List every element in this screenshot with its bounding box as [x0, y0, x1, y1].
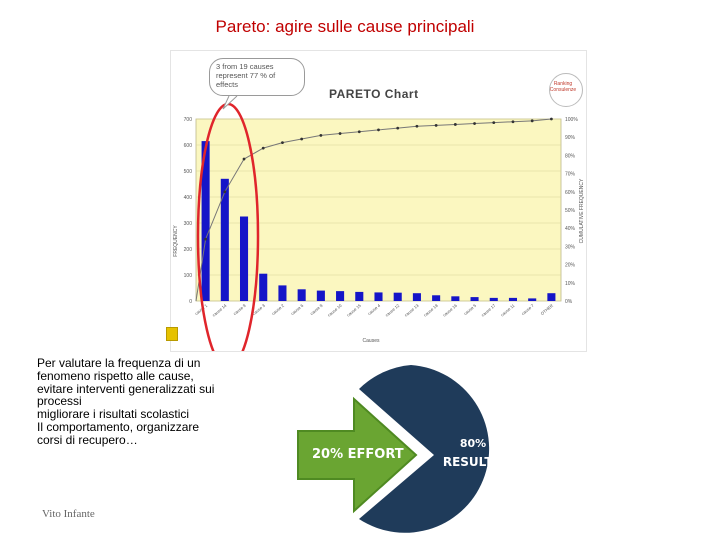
y-tick-label: 200	[184, 247, 193, 253]
results-circle	[359, 365, 490, 533]
bar	[547, 293, 556, 301]
x-tick-label: cause 16	[442, 303, 459, 318]
y-tick-label: 300	[184, 221, 193, 227]
x-tick-label: cause 5	[463, 303, 478, 317]
x-tick-label: cause 13	[403, 303, 420, 318]
callout-box: 3 from 19 causes represent 77 % of effec…	[209, 58, 305, 96]
y2-tick-label: 70%	[565, 172, 576, 178]
y2-tick-label: 90%	[565, 135, 576, 141]
y-axis-label: FREQUENCY	[173, 225, 179, 257]
y-tick-label: 700	[184, 117, 193, 123]
x-tick-label: cause 12	[384, 303, 401, 318]
x-axis-label: Causes	[363, 338, 380, 344]
bar	[297, 289, 306, 301]
bar	[432, 295, 441, 301]
bar	[489, 297, 498, 301]
slide-title: Pareto: agire sulle cause principali	[215, 17, 475, 36]
bar	[412, 293, 421, 301]
y-tick-label: 400	[184, 195, 193, 201]
x-tick-label: cause 18	[423, 303, 440, 318]
result-label: RESULTS	[442, 455, 502, 469]
x-tick-label: cause 7	[520, 303, 535, 317]
x-tick-label: cause 14	[211, 303, 228, 318]
cumulative-point	[530, 119, 534, 123]
cumulative-point	[281, 141, 284, 145]
bar	[470, 297, 479, 301]
y2-tick-label: 0%	[565, 299, 573, 305]
y2-tick-label: 100%	[565, 117, 578, 123]
bar	[336, 291, 345, 301]
cumulative-point	[300, 137, 304, 141]
y2-tick-label: 80%	[565, 153, 576, 159]
x-tick-label: cause 2	[271, 303, 286, 317]
y2-tick-label: 10%	[565, 281, 576, 287]
cumulative-point	[492, 121, 496, 125]
y-tick-label: 600	[184, 143, 193, 149]
logo-icon	[549, 73, 583, 107]
y-tick-label: 100	[184, 273, 193, 279]
document-icon	[166, 327, 178, 341]
x-tick-label: cause 17	[480, 303, 497, 318]
x-tick-label: cause 9	[232, 303, 247, 317]
y-tick-label: 0	[189, 299, 192, 305]
pareto-chart-image: 0 100 200 300 400 500 600 700 0% 10% 20% 30% 40% 50% 6…	[170, 50, 587, 352]
cumulative-point	[415, 124, 419, 128]
bar	[278, 285, 287, 301]
x-tick-label: cause 11	[500, 303, 517, 318]
cumulative-point	[511, 120, 515, 124]
x-tick-label: OTHER	[540, 303, 554, 316]
y-tick-label: 500	[184, 169, 193, 175]
cumulative-point	[357, 130, 361, 134]
effort-label: 20% EFFORT	[312, 447, 404, 462]
cumulative-point	[434, 123, 438, 127]
bar	[201, 141, 210, 301]
y2-tick-label: 60%	[565, 190, 576, 196]
callout-pointer	[222, 95, 238, 110]
cumulative-line	[195, 118, 552, 302]
bar	[393, 292, 402, 301]
bar	[528, 298, 537, 301]
bar	[355, 291, 364, 301]
cumulative-point	[319, 133, 323, 137]
x-tick-label: cause 6	[290, 303, 305, 317]
bar	[239, 216, 249, 301]
bar	[316, 290, 325, 301]
cumulative-point	[453, 123, 457, 126]
cumulative-point	[473, 122, 476, 125]
chart-title: PARETO Chart	[329, 87, 419, 101]
bar	[259, 273, 268, 301]
body-text: Per valutare la frequenza di un fenomeno…	[37, 356, 215, 447]
x-tick-label: cause 4	[367, 303, 382, 317]
cumulative-point	[242, 157, 246, 161]
author-name: Vito Infante	[42, 508, 95, 520]
x-tick-label: cause 10	[326, 303, 343, 318]
cumulative-point	[223, 190, 227, 194]
bar	[508, 297, 518, 301]
effort-results-graphic	[284, 361, 521, 540]
x-tick-label: cause 15	[346, 303, 363, 318]
cumulative-point	[338, 132, 342, 135]
cumulative-point	[396, 126, 400, 130]
x-tick-label: cause 8	[309, 303, 324, 317]
pareto-chart: 0 100 200 300 400 500 600 700 0% 10% 20% 30% 40% 50% 6…	[173, 95, 585, 351]
cumulative-point	[377, 128, 380, 132]
bar	[374, 292, 383, 301]
y2-tick-label: 20%	[565, 263, 576, 269]
y2-tick-label: 50%	[565, 208, 576, 214]
bar	[220, 178, 229, 301]
cumulative-point	[549, 117, 553, 121]
result-percent: 80%	[459, 437, 487, 450]
bar	[451, 296, 460, 301]
effort-results-svg	[297, 365, 490, 533]
y2-tick-label: 40%	[565, 226, 576, 232]
effort-arrow-icon	[297, 396, 418, 514]
y2-tick-label: 30%	[565, 244, 576, 250]
y2-axis-label: CUMULATIVE FREQUENCY	[579, 178, 585, 243]
cumulative-point	[204, 237, 208, 241]
cumulative-point	[261, 146, 265, 150]
logo-text: Ranking Consulenze	[549, 81, 577, 93]
